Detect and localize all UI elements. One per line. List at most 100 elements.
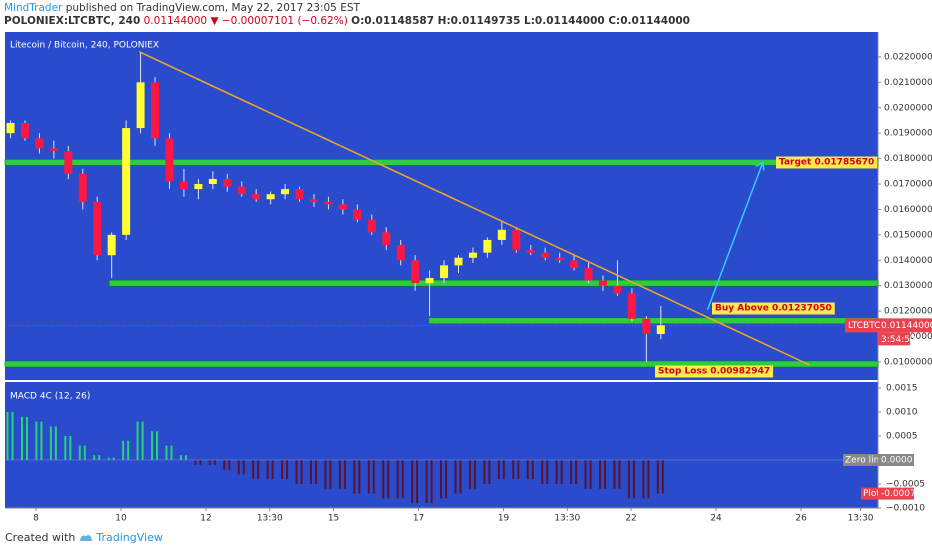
x-tick-label: 26 (795, 514, 807, 524)
level-band (428, 317, 879, 325)
macd-bar (343, 460, 346, 489)
macd-bar (531, 460, 534, 480)
plot-tag-label: Plot (863, 489, 880, 499)
zero-value-label: 0.0000 (881, 456, 913, 466)
candle-body (49, 148, 58, 151)
candle-body (642, 318, 651, 334)
candle-body (497, 229, 506, 240)
level-band (4, 360, 879, 368)
plot-value-label: -0.0007 (881, 489, 916, 499)
annotation: Target 0.01785670 (779, 158, 874, 168)
macd-bar (575, 460, 578, 484)
macd-bar (497, 460, 500, 480)
macd-bar (49, 426, 52, 460)
macd-bar (93, 455, 96, 460)
arrow-head (755, 161, 765, 171)
y-tick-label: 0.0010 (886, 408, 918, 418)
candle-body (627, 293, 636, 319)
macd-bar (257, 460, 260, 480)
macd-bar (661, 460, 664, 494)
candle-body (64, 150, 73, 174)
candle-body (599, 280, 608, 286)
macd-bar (194, 460, 197, 465)
macd-bar (430, 460, 433, 504)
macd-bar (314, 460, 317, 484)
candle-body (584, 267, 593, 281)
zero-tag (843, 454, 878, 466)
macd-bar (517, 460, 520, 480)
candle-body (613, 285, 622, 294)
candle-body (6, 123, 15, 134)
header-line: POLONIEX:LTCBTC, 240 0.01144000 ▼ −0.000… (4, 15, 690, 28)
macd-bar (358, 460, 361, 494)
macd-bar (546, 460, 549, 484)
symbol-tag-label: LTCBTC (848, 321, 880, 331)
annotation: Stop Loss 0.00982947 (658, 367, 770, 377)
chart-title: Litecoin / Bitcoin, 240, POLONIEX (10, 41, 159, 51)
macd-bar (382, 460, 385, 499)
annotation: Buy Above 0.01237050 (715, 304, 832, 314)
header: MindTrader published on TradingView.com,… (4, 2, 690, 28)
macd-bar (627, 460, 630, 499)
macd-bar (6, 412, 9, 460)
candle-body (35, 138, 44, 149)
candle-body (107, 234, 116, 256)
macd-bar (286, 460, 289, 480)
macd-bar (445, 460, 448, 499)
candle-body (179, 181, 188, 190)
candle-body (396, 245, 405, 261)
macd-bar (122, 440, 125, 460)
footer: Created with TradingView (5, 531, 163, 544)
macd-bar (281, 460, 284, 480)
candle-body (194, 184, 203, 190)
candle-body (353, 209, 362, 220)
macd-bar (54, 426, 57, 460)
candle-body (122, 128, 131, 235)
macd-bar (98, 455, 101, 460)
macd-bar (184, 455, 187, 460)
price-tag (878, 318, 932, 333)
macd-bar (502, 460, 505, 480)
macd-bar (599, 460, 602, 489)
annotation-box (712, 302, 835, 315)
macd-bar (242, 460, 245, 475)
y-tick-label: −0.0005 (886, 480, 925, 490)
macd-bar (425, 460, 428, 504)
macd-bar (656, 460, 659, 494)
macd-bar (64, 436, 67, 460)
candle-body (252, 194, 261, 200)
macd-bar (141, 421, 144, 460)
macd-bar (613, 460, 616, 489)
x-tick-label: 13:30 (257, 514, 283, 524)
published: published on TradingView.com, May 22, 20… (65, 2, 360, 14)
arrow (706, 162, 764, 310)
macd-bar (179, 455, 182, 460)
macd-bar (107, 457, 110, 460)
macd-bar (338, 460, 341, 489)
macd-bar (223, 460, 226, 470)
macd-bar (589, 460, 592, 489)
header-line: MindTrader published on TradingView.com,… (4, 2, 690, 15)
macd-bar (570, 460, 573, 484)
macd-bar (416, 460, 419, 504)
candle-body (367, 219, 376, 233)
candle-body (555, 257, 564, 261)
candle-body (93, 201, 102, 256)
trendline (138, 51, 810, 366)
x-tick-label: 15 (328, 514, 339, 524)
y-tick-label: 0.0005 (886, 432, 918, 442)
macd-bar (411, 460, 414, 504)
created: Created with (5, 531, 76, 544)
macd-bar (271, 460, 274, 480)
macd-bar (512, 460, 515, 480)
y-tick-label: −0.0010 (886, 504, 925, 514)
candle-body (237, 186, 246, 195)
macd-bar (127, 440, 130, 460)
macd-bar (20, 416, 23, 460)
